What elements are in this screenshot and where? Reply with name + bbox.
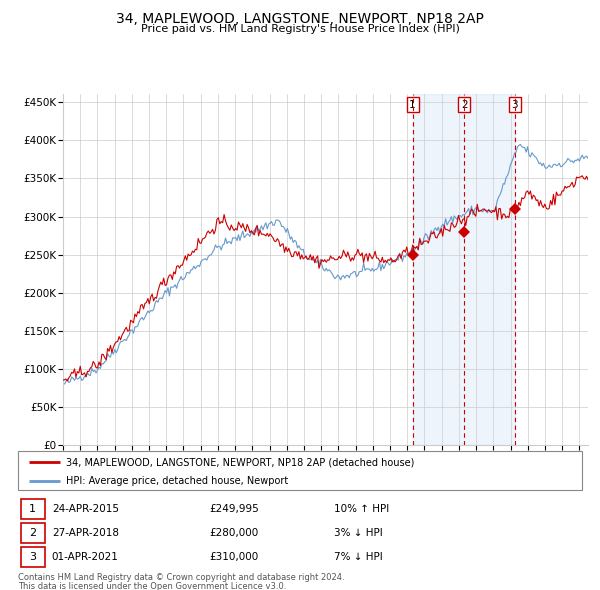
Text: 1: 1 bbox=[409, 100, 416, 110]
Text: 27-APR-2018: 27-APR-2018 bbox=[52, 528, 119, 538]
Text: 3: 3 bbox=[512, 100, 518, 110]
Text: £280,000: £280,000 bbox=[210, 528, 259, 538]
Text: £249,995: £249,995 bbox=[210, 504, 260, 514]
FancyBboxPatch shape bbox=[21, 523, 44, 543]
Text: 2: 2 bbox=[461, 100, 468, 110]
Text: 34, MAPLEWOOD, LANGSTONE, NEWPORT, NP18 2AP (detached house): 34, MAPLEWOOD, LANGSTONE, NEWPORT, NP18 … bbox=[66, 457, 415, 467]
Bar bbox=[413, 94, 515, 445]
Text: 01-APR-2021: 01-APR-2021 bbox=[52, 552, 119, 562]
Text: 2: 2 bbox=[29, 528, 36, 538]
Text: 3% ↓ HPI: 3% ↓ HPI bbox=[334, 528, 383, 538]
Text: 7% ↓ HPI: 7% ↓ HPI bbox=[334, 552, 383, 562]
Text: 3: 3 bbox=[29, 552, 36, 562]
Text: 1: 1 bbox=[29, 504, 36, 514]
FancyBboxPatch shape bbox=[21, 547, 44, 568]
Text: 24-APR-2015: 24-APR-2015 bbox=[52, 504, 119, 514]
Text: 10% ↑ HPI: 10% ↑ HPI bbox=[334, 504, 389, 514]
FancyBboxPatch shape bbox=[21, 499, 44, 519]
Text: Contains HM Land Registry data © Crown copyright and database right 2024.: Contains HM Land Registry data © Crown c… bbox=[18, 573, 344, 582]
Text: 34, MAPLEWOOD, LANGSTONE, NEWPORT, NP18 2AP: 34, MAPLEWOOD, LANGSTONE, NEWPORT, NP18 … bbox=[116, 12, 484, 26]
FancyBboxPatch shape bbox=[18, 451, 582, 490]
Text: £310,000: £310,000 bbox=[210, 552, 259, 562]
Text: Price paid vs. HM Land Registry's House Price Index (HPI): Price paid vs. HM Land Registry's House … bbox=[140, 24, 460, 34]
Text: This data is licensed under the Open Government Licence v3.0.: This data is licensed under the Open Gov… bbox=[18, 582, 286, 590]
Text: HPI: Average price, detached house, Newport: HPI: Average price, detached house, Newp… bbox=[66, 476, 288, 486]
